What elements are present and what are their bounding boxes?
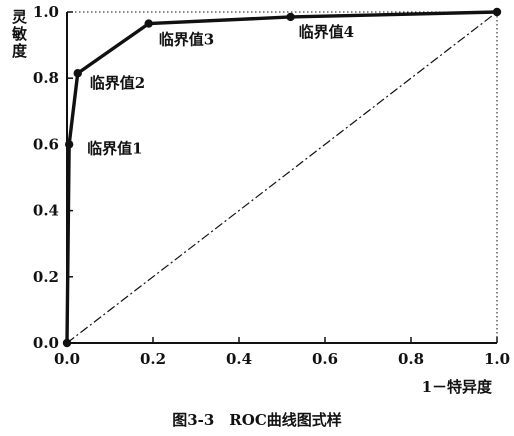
roc-point: [64, 140, 74, 149]
cutoff-label: 临界值2: [90, 74, 145, 92]
x-tick-label: 0.0: [54, 350, 80, 368]
roc-curve-layer: [62, 7, 502, 348]
figure-caption: 图3-3 ROC曲线图式样: [172, 411, 342, 429]
y-axis-ticks: 0.0 0.2 0.4 0.6 0.8 1.0: [33, 3, 73, 352]
x-tick-label: 0.6: [312, 350, 338, 368]
y-axis-title: 灵敏度: [11, 8, 28, 60]
annotation-layer: 临界值1 临界值2 临界值3 临界值4: [87, 23, 354, 157]
y-tick-label: 0.0: [33, 334, 59, 352]
cutoff-label: 临界值3: [159, 31, 214, 49]
x-tick-label: 0.4: [226, 350, 252, 368]
reference-diagonal-line: [66, 11, 498, 344]
roc-point: [492, 7, 502, 17]
x-axis-ticks: 0.0 0.2 0.4 0.6 0.8 1.0: [54, 337, 510, 368]
y-tick-label: 0.8: [33, 69, 59, 87]
y-tick-label: 1.0: [33, 3, 59, 21]
x-tick-label: 1.0: [484, 350, 510, 368]
roc-curve-line: [65, 10, 499, 345]
roc-point: [144, 19, 153, 28]
reference-diagonal-layer: [66, 11, 498, 344]
cutoff-label: 临界值1: [87, 139, 142, 157]
y-tick-label: 0.4: [33, 202, 59, 220]
cutoff-label: 临界值4: [299, 23, 354, 41]
x-axis-title: 1－特异度: [422, 378, 493, 396]
roc-point: [286, 12, 295, 22]
roc-point: [62, 338, 72, 348]
y-tick-label: 0.6: [33, 135, 59, 153]
x-tick-label: 0.8: [398, 350, 424, 368]
roc-point: [73, 69, 82, 78]
x-tick-label: 0.2: [140, 350, 166, 368]
y-tick-label: 0.2: [33, 268, 59, 286]
